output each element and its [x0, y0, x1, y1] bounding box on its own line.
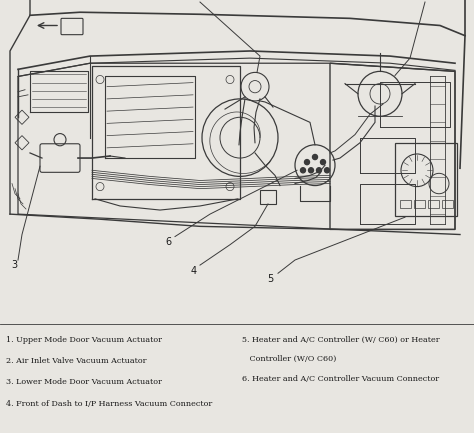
Bar — [414, 200, 425, 208]
Text: 6: 6 — [165, 237, 171, 247]
Text: 5: 5 — [267, 275, 273, 284]
Bar — [395, 143, 457, 216]
Text: 4. Front of Dash to I/P Harness Vacuum Connector: 4. Front of Dash to I/P Harness Vacuum C… — [6, 400, 212, 408]
Circle shape — [325, 168, 329, 173]
Circle shape — [317, 168, 321, 173]
Text: 3. Lower Mode Door Vacuum Actuator: 3. Lower Mode Door Vacuum Actuator — [6, 378, 162, 386]
Text: 5. Heater and A/C Controller (W/ C60) or Heater: 5. Heater and A/C Controller (W/ C60) or… — [242, 336, 439, 343]
Text: 2. Air Inlet Valve Vacuum Actuator: 2. Air Inlet Valve Vacuum Actuator — [6, 357, 146, 365]
Text: 2: 2 — [425, 0, 431, 1]
Circle shape — [320, 160, 326, 165]
Text: 3: 3 — [11, 260, 17, 270]
Circle shape — [309, 168, 313, 173]
Bar — [442, 200, 453, 208]
Text: 6. Heater and A/C Controller Vacuum Connector: 6. Heater and A/C Controller Vacuum Conn… — [242, 375, 439, 382]
Circle shape — [304, 160, 310, 165]
Bar — [400, 200, 411, 208]
Bar — [428, 200, 439, 208]
Circle shape — [301, 168, 306, 173]
Text: 4: 4 — [191, 266, 197, 276]
Bar — [260, 190, 276, 204]
Text: 1. Upper Mode Door Vacuum Actuator: 1. Upper Mode Door Vacuum Actuator — [6, 336, 162, 343]
Text: Controller (W/O C60): Controller (W/O C60) — [242, 355, 337, 363]
Text: 1: 1 — [197, 0, 203, 1]
Circle shape — [312, 155, 318, 160]
